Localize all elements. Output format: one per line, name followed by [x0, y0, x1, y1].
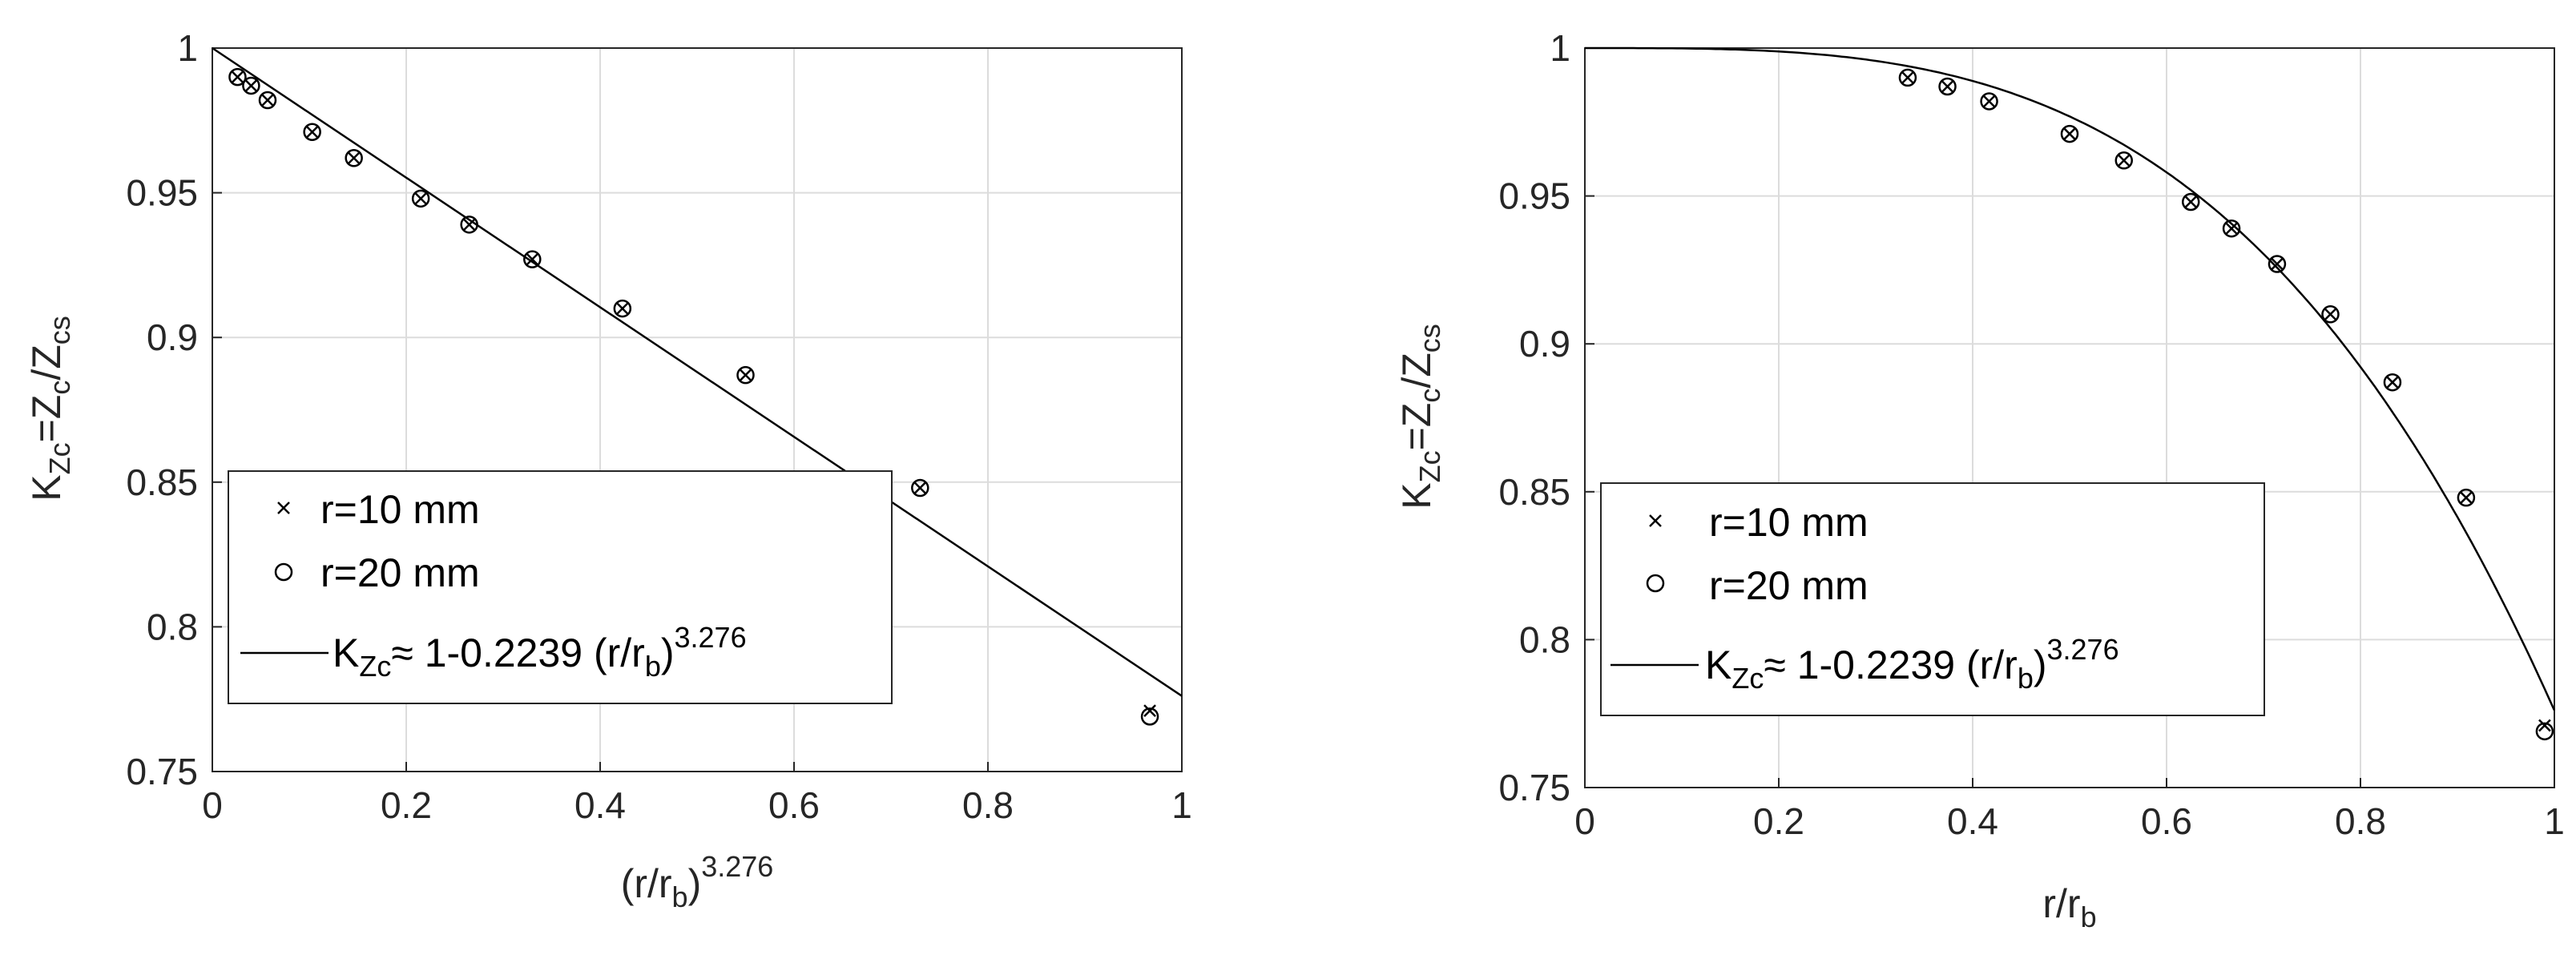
point-r10 [1143, 704, 1156, 718]
point-r20 [460, 216, 478, 234]
y-tick-label: 0.95 [126, 172, 198, 214]
y-tick-label: 0.75 [126, 751, 198, 792]
x-tick-label: 0.4 [1947, 800, 1998, 842]
point-r10 [2063, 127, 2076, 140]
fit-curve [1585, 46, 2556, 711]
y-axis-label-right: KZc=Zc/Zcs [1394, 324, 1446, 510]
point-r20 [2383, 373, 2402, 392]
point-r10 [526, 252, 539, 266]
y-tick-label: 0.8 [147, 606, 198, 647]
x-tick-label: 0.6 [2141, 800, 2192, 842]
y-tick-label: 1 [177, 27, 198, 69]
point-r10 [2271, 257, 2284, 271]
y-tick-label: 0.85 [1498, 471, 1570, 513]
point-r10 [462, 218, 476, 232]
point-r10 [913, 482, 927, 494]
point-r10 [347, 151, 361, 165]
x-tick-label: 0 [1574, 800, 1595, 842]
point-r20 [1938, 77, 1957, 96]
legend-label-r10-left: r=10 mm [320, 487, 480, 532]
point-r10 [1982, 95, 1996, 108]
x-tick-label: 0.8 [962, 784, 1014, 826]
chart-right: 0 0.2 0.4 0.6 0.8 1 0.75 0.8 0.85 0.9 0.95 1 KZc=Zc… [1394, 27, 2565, 933]
point-r10 [2386, 376, 2399, 389]
point-r20 [736, 365, 755, 385]
point-r20 [613, 299, 632, 318]
point-r20 [411, 189, 430, 208]
point-r10 [244, 79, 258, 92]
x-tick-label: 1 [1171, 784, 1192, 826]
x-tick-label: 0 [202, 784, 223, 826]
x-axis-label-left: (r/rb)3.276 [621, 850, 774, 913]
y-tick-label: 0.9 [1519, 323, 1570, 365]
x-tick-label: 0.2 [381, 784, 432, 826]
point-r20 [911, 478, 929, 498]
x-tick-label: 0.2 [1753, 800, 1804, 842]
x-tick-label: 0.6 [768, 784, 820, 826]
legend-label-fit-right: KZc≈ 1-0.2239 (r/rb)3.276 [1705, 633, 2119, 695]
plot-area-right [1584, 47, 2555, 788]
point-r10 [2184, 195, 2198, 208]
legend-label-r20-left: r=20 mm [320, 550, 480, 595]
point-r20 [228, 67, 247, 87]
x-tick-label: 0.8 [2335, 800, 2386, 842]
point-r10 [2225, 222, 2238, 236]
x-tick-label: 0.4 [574, 784, 626, 826]
legend-box-right [1600, 482, 2265, 716]
y-axis-label-left: KZc=Zc/Zcs [24, 316, 76, 502]
legend-label-fit-left: KZc≈ 1-0.2239 (r/rb)3.276 [333, 621, 747, 683]
point-r20 [2114, 151, 2134, 170]
point-r10 [261, 94, 274, 107]
point-r20 [303, 123, 321, 141]
point-r20 [258, 91, 277, 110]
point-r20 [523, 250, 542, 268]
point-r20 [345, 149, 363, 167]
y-tick-label: 0.75 [1498, 767, 1570, 808]
point-r20 [2060, 124, 2079, 143]
legend-left: r=10 mm r=20 mm KZc≈ 1-0.2239 (r/rb)3.27… [228, 470, 893, 704]
x-tick-label: 1 [2544, 800, 2565, 842]
point-r10 [231, 71, 244, 84]
y-tick-label: 1 [1550, 27, 1570, 69]
y-tick-label: 0.8 [1519, 619, 1570, 660]
legend-label-r10-right: r=10 mm [1709, 500, 1869, 545]
point-r10 [2460, 491, 2473, 505]
legend-box-left [228, 470, 893, 704]
chart-left: 0 0.2 0.4 0.6 0.8 1 0.75 0.8 0.85 0.9 0.95 1 KZc=Zc… [24, 27, 1192, 913]
legend-marker-o-right [1646, 574, 1665, 593]
point-r20 [2321, 305, 2340, 324]
point-r20 [1898, 68, 1917, 87]
point-r20 [2535, 722, 2554, 741]
point-r20 [2182, 192, 2200, 212]
point-r10 [1941, 80, 1954, 93]
x-axis-label-right: r/rb [2042, 881, 2096, 933]
point-r10 [615, 302, 629, 315]
point-r10 [1901, 71, 1914, 84]
legend-label-r20-right: r=20 mm [1709, 563, 1869, 608]
point-r10 [2538, 719, 2551, 732]
fit-line [212, 46, 1183, 697]
point-r10 [305, 125, 319, 139]
point-r10 [2117, 154, 2131, 167]
point-r20 [242, 76, 260, 95]
point-r10 [2324, 308, 2337, 321]
y-tick-label: 0.9 [147, 316, 198, 358]
legend-marker-o-left [274, 562, 293, 582]
legend-right: r=10 mm r=20 mm KZc≈ 1-0.2239 (r/rb)3.27… [1600, 482, 2265, 716]
point-r20 [1140, 707, 1159, 726]
plot-area-left [212, 47, 1183, 772]
point-r20 [2457, 488, 2476, 507]
point-r10 [739, 369, 752, 382]
y-tick-label: 0.95 [1498, 175, 1570, 217]
legend-marker-x-right [1649, 514, 1662, 527]
point-r20 [2268, 255, 2287, 273]
point-r20 [2222, 219, 2241, 238]
legend-marker-x-left [277, 502, 290, 514]
y-tick-label: 0.85 [126, 461, 198, 503]
point-r20 [1980, 92, 1998, 111]
point-r10 [414, 191, 428, 205]
